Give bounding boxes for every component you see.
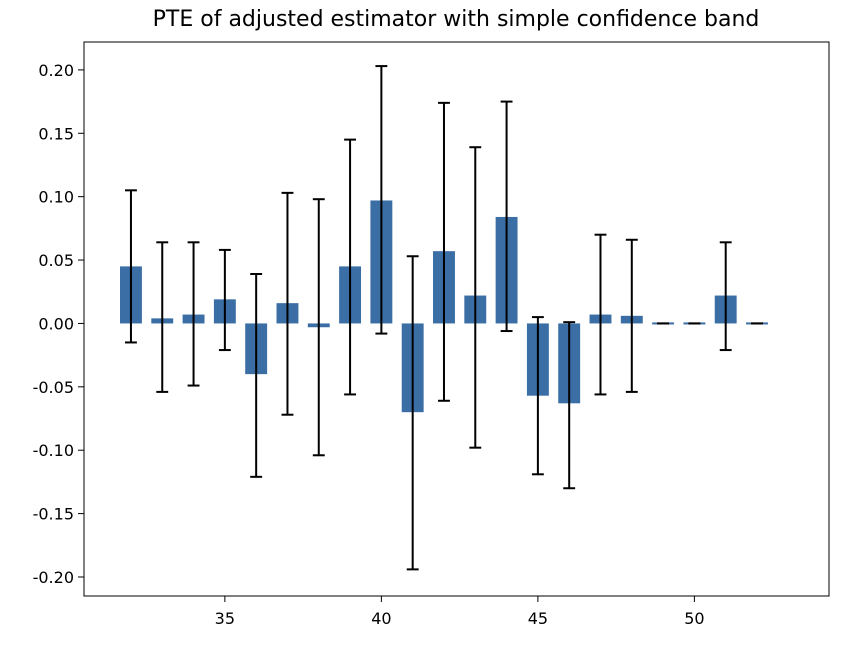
y-tick-label: 0.05 (38, 251, 74, 270)
y-tick-label: -0.20 (33, 568, 74, 587)
plot-area: -0.20 -0.15 -0.10 -0.05 0.00 0.05 0.10 0.15 0.20… (33, 41, 830, 628)
y-tick-label: 0.00 (38, 314, 74, 333)
x-tick-label: 50 (684, 609, 704, 628)
y-tick-label: -0.15 (33, 505, 74, 524)
y-tick-label: 0.20 (38, 61, 74, 80)
y-tick-label: -0.10 (33, 441, 74, 460)
x-tick-label: 40 (371, 609, 391, 628)
y-tick-label: 0.10 (38, 188, 74, 207)
plot-frame (83, 41, 830, 597)
y-tick-label: -0.05 (33, 378, 74, 397)
chart-title: PTE of adjusted estimator with simple co… (153, 7, 760, 32)
x-tick-label: 45 (528, 609, 548, 628)
x-tick-label: 35 (215, 609, 235, 628)
y-tick-label: 0.15 (38, 124, 74, 143)
